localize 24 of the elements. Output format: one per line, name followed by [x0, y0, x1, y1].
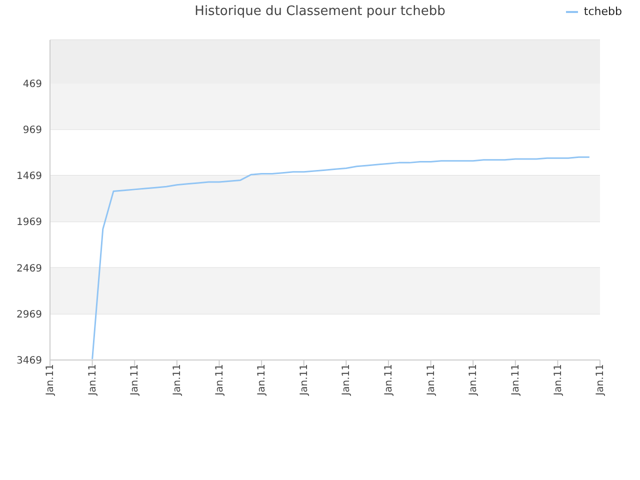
x-tick-label: Jan.11 — [510, 364, 522, 396]
y-tick-label: 2469 — [16, 263, 42, 274]
x-tick-label: Jan.11 — [130, 364, 141, 396]
y-tick-label: 2969 — [16, 309, 42, 320]
y-tick-label: 3469 — [16, 356, 42, 367]
line-series — [92, 156, 590, 360]
x-tick-label: Jan.11 — [256, 364, 268, 396]
x-tick-label: Jan.11 — [87, 364, 98, 396]
x-tick-label: Jan.11 — [172, 364, 184, 396]
x-tick-label: Jan.11 — [341, 364, 352, 396]
y-tick-label: 1469 — [16, 171, 42, 182]
y-tick-label: 469 — [22, 78, 42, 90]
x-tick-label: Jan.11 — [595, 364, 606, 396]
y-tick-label: 1969 — [16, 217, 42, 228]
x-tick-label: Jan.11 — [384, 364, 395, 396]
x-tick-label: Jan.11 — [298, 364, 310, 396]
y-tick-label: 969 — [22, 124, 42, 136]
chart-title: Historique du Classement pour tchebb — [194, 4, 446, 19]
x-tick-label: Jan.11 — [45, 364, 56, 396]
x-tick-label: Jan.11 — [426, 364, 437, 396]
x-tick-label: Jan.11 — [468, 364, 480, 396]
legend-label: tchebb — [582, 5, 622, 18]
x-tick-label: Jan.11 — [552, 364, 564, 396]
x-tick-label: Jan.11 — [214, 364, 226, 396]
